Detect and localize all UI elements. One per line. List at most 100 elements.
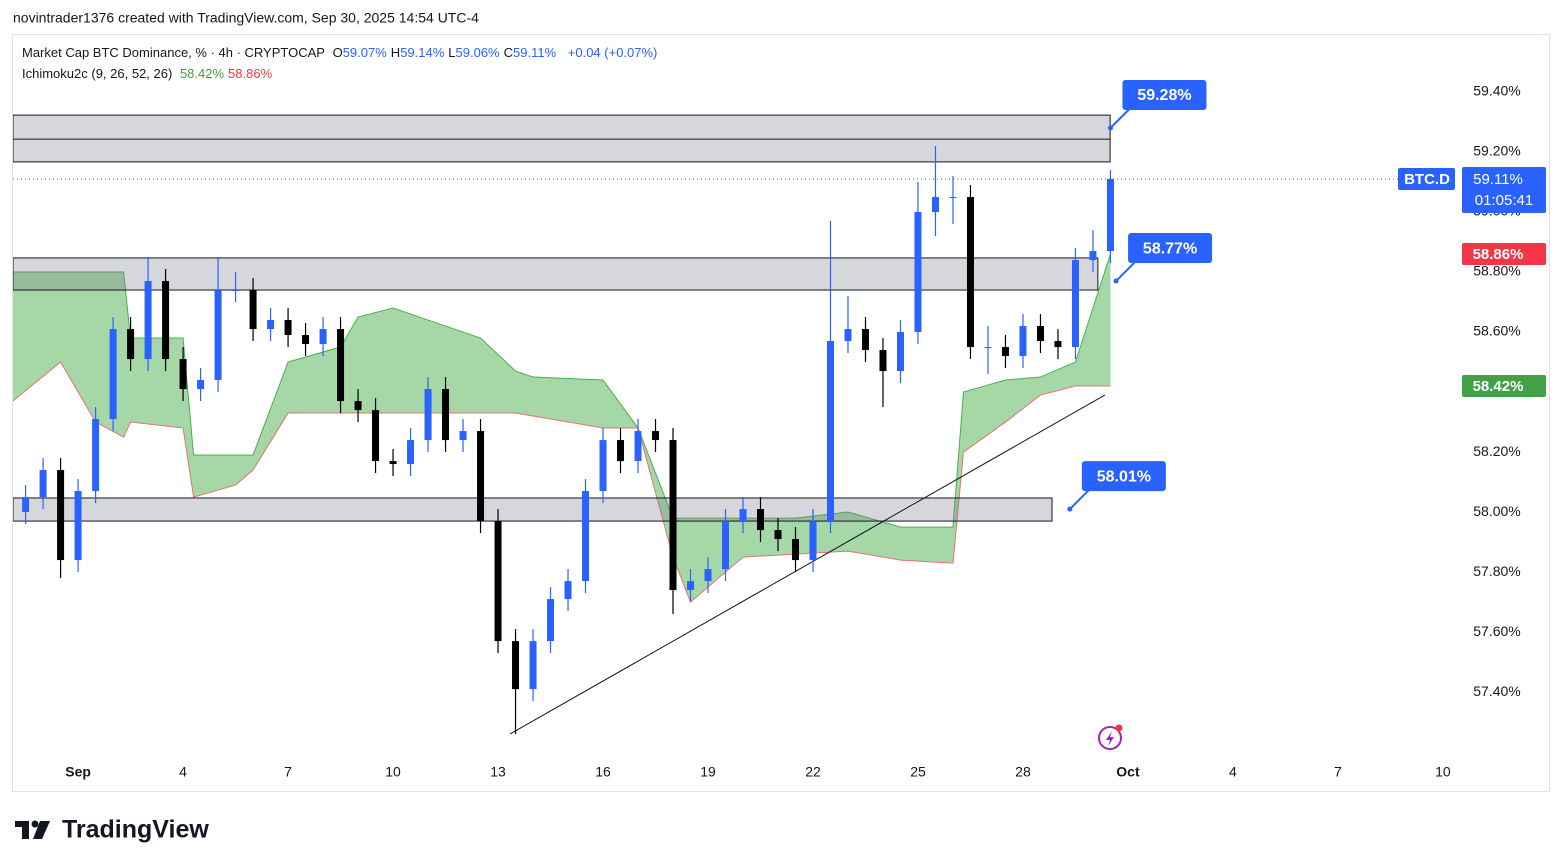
ohlc-key: C [503, 45, 513, 60]
ohlc-key: L [448, 45, 456, 60]
candle-body [284, 320, 292, 336]
callout-connector [1109, 107, 1132, 129]
candle-body [1019, 326, 1027, 357]
brand-name: TradingView [62, 816, 209, 844]
candle-body [669, 440, 677, 591]
x-tick-label: 22 [805, 764, 821, 780]
candle-body [92, 419, 100, 492]
candle-body [109, 329, 117, 420]
candle-body [162, 281, 170, 360]
candle-body [267, 320, 275, 330]
candle-body [1054, 341, 1062, 348]
y-tick-label: 58.60% [1473, 323, 1520, 339]
candle-body [407, 440, 415, 465]
candle-body [617, 440, 625, 462]
cloud-upper [13, 253, 1111, 528]
x-tick-label: 4 [179, 764, 187, 780]
zone [13, 114, 1111, 163]
y-tick-label: 57.60% [1473, 623, 1520, 639]
plot-area [13, 114, 1398, 735]
callout-box [1081, 461, 1166, 492]
indicator-line: Ichimoku2c (9, 26, 52, 26) 58.42% 58.86% [22, 66, 280, 81]
callout-label: 58.77% [1143, 240, 1197, 257]
candle-body [127, 329, 135, 360]
y-tick-label: 58.00% [1473, 503, 1520, 519]
candle-body [477, 431, 485, 522]
candle-body [1071, 260, 1079, 348]
zone [13, 257, 1099, 291]
candle-body [39, 470, 47, 498]
ohlc: O59.07% H59.14% L59.06% C59.11% [333, 45, 561, 60]
y-tick-label: 57.80% [1473, 563, 1520, 579]
x-tick-label: 16 [595, 764, 611, 780]
ohlc-key: O [332, 45, 343, 60]
symbol-box [1398, 168, 1455, 191]
candle-body [826, 341, 834, 522]
ohlc-value: 59.14% [400, 45, 445, 60]
x-tick-label: 10 [385, 764, 401, 780]
candle-body [547, 599, 555, 642]
x-tick-label: Oct [1116, 764, 1140, 780]
candle-body [372, 410, 380, 462]
candle-body [319, 329, 327, 345]
candle-body [302, 335, 310, 345]
candle-body [1036, 326, 1044, 342]
brand-logo: TradingView [15, 816, 209, 844]
trend-line [509, 394, 1106, 735]
candle-body [197, 380, 205, 390]
y-tick-label: 58.80% [1473, 263, 1520, 279]
callout-label: 58.01% [1097, 468, 1151, 485]
x-tick-label: Sep [65, 764, 91, 780]
candle-body [424, 389, 432, 441]
candle-body [74, 491, 82, 561]
candle-body [966, 197, 974, 348]
candle-body [757, 509, 765, 531]
candle-body [459, 431, 467, 441]
ohlc-value: 59.06% [455, 45, 500, 60]
legend-line: Market Cap BTC Dominance, % · 4h · CRYPT… [22, 45, 661, 60]
alert-icon [1098, 724, 1123, 750]
zone [13, 497, 1053, 522]
countdown: 01:05:41 [1475, 192, 1533, 209]
x-tick-label: 19 [700, 764, 716, 780]
price-label: 58.42% [1473, 378, 1524, 395]
candle-body [599, 440, 607, 492]
callout-box [1128, 233, 1213, 264]
y-tick-label: 59.20% [1473, 143, 1520, 159]
plot: 59.28% 58.77% 58.01% 57.40% 57.60% 57.80% 58.0… [13, 80, 1546, 780]
x-tick-label: 7 [284, 764, 292, 780]
candle-body [512, 641, 520, 690]
candle-body [442, 389, 450, 441]
candle-body [337, 329, 345, 402]
candle-body [57, 470, 65, 561]
x-tick-label: 13 [490, 764, 506, 780]
candle-body [564, 581, 572, 600]
callout-point [1067, 506, 1073, 512]
candle-body [984, 347, 992, 349]
candle-body [896, 332, 904, 372]
x-tick-label: 28 [1015, 764, 1031, 780]
candle-body [722, 521, 730, 570]
y-tick-label: 58.20% [1473, 443, 1520, 459]
y-tick-label: 57.40% [1473, 683, 1520, 699]
change: +0.04 (+0.07%) [567, 45, 658, 60]
candle-body [389, 461, 397, 465]
candle-body [582, 491, 590, 582]
callout-connector [1115, 260, 1137, 282]
cloud-lower [13, 361, 1111, 603]
candle-body [739, 509, 747, 522]
indicator-name: Ichimoku2c (9, 26, 52, 26) [22, 66, 173, 81]
series-title: Market Cap BTC Dominance, % · 4h · CRYPT… [22, 45, 325, 60]
candle-body [179, 359, 187, 390]
symbol-label: BTC.D [1404, 171, 1450, 188]
y-tick-label: 59.40% [1473, 83, 1520, 99]
candle-body [494, 521, 502, 642]
candle-body [1001, 347, 1009, 357]
candle-body [232, 290, 240, 292]
x-tick-label: 4 [1229, 764, 1237, 780]
candle-body [354, 401, 362, 411]
candle-body [22, 497, 30, 513]
price-label-box [1462, 375, 1546, 398]
indicator-value: 58.42% [179, 66, 225, 81]
